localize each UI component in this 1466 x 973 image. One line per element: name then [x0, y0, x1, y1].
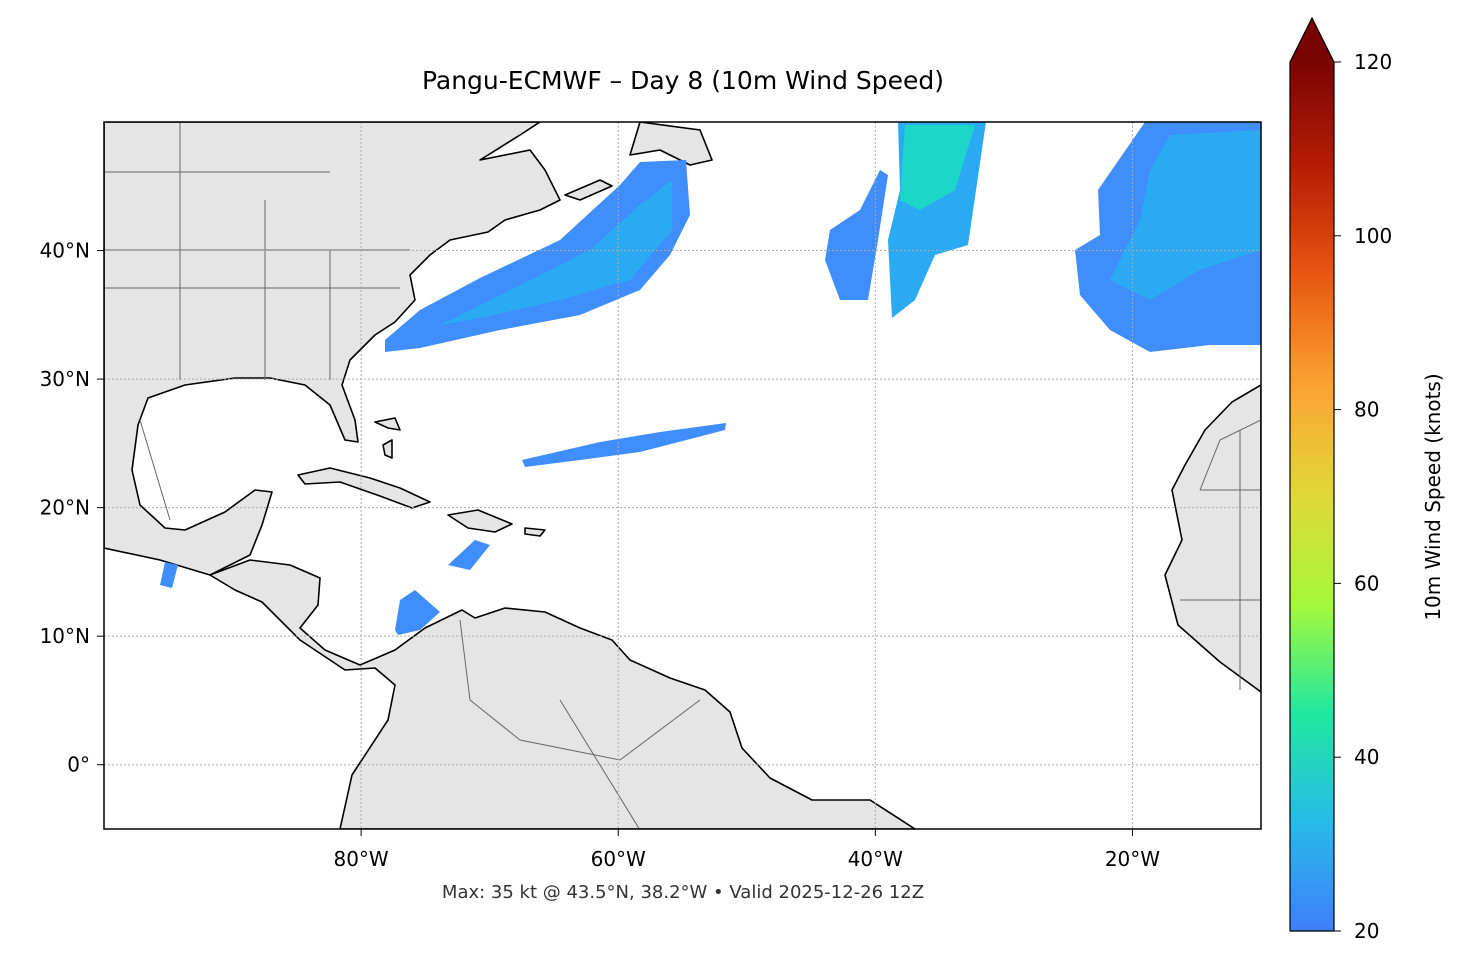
y-tick-label: 40°N — [40, 239, 90, 263]
x-tick-label: 40°W — [848, 847, 903, 871]
colorbar-tick-label: 80 — [1354, 398, 1379, 422]
wind-core — [440, 180, 672, 325]
x-tick-label: 20°W — [1105, 847, 1160, 871]
colorbar-tick-label: 100 — [1354, 224, 1392, 248]
x-tick-label: 80°W — [333, 847, 388, 871]
colorbar-tick-label: 120 — [1354, 50, 1392, 74]
y-tick-label: 10°N — [40, 624, 90, 648]
wind-core — [900, 125, 975, 210]
colorbar-tick-label: 20 — [1354, 919, 1379, 943]
wind-swath — [522, 423, 726, 467]
colorbar-tick-label: 60 — [1354, 571, 1379, 595]
y-tick-label: 30°N — [40, 367, 90, 391]
y-tick-label: 20°N — [40, 496, 90, 520]
africa — [1164, 384, 1261, 693]
north-america — [104, 122, 561, 576]
footnote: Max: 35 kt @ 43.5°N, 38.2°W • Valid 2025… — [442, 882, 924, 903]
wind-swath — [385, 160, 690, 352]
colorbar — [1290, 62, 1334, 931]
hispaniola — [447, 509, 546, 537]
map-title: Pangu-ECMWF – Day 8 (10m Wind Speed) — [422, 66, 944, 95]
colorbar-tick-label: 40 — [1354, 745, 1379, 769]
map-area — [104, 122, 1261, 829]
x-tick-label: 60°W — [591, 847, 646, 871]
cuba — [297, 467, 431, 509]
wind-core — [1110, 130, 1261, 300]
grid — [104, 122, 1261, 829]
colorbar-label: 10m Wind Speed (knots) — [1421, 373, 1445, 620]
wind-swath — [160, 540, 490, 635]
colorbar-extend — [1290, 18, 1334, 62]
maritimes — [564, 122, 713, 201]
bahamas — [374, 417, 401, 459]
wind-swath — [825, 170, 888, 300]
map-frame — [103, 121, 1262, 830]
south-america — [209, 559, 916, 829]
y-tick-label: 0° — [67, 753, 90, 777]
colorbar-frame — [1289, 16, 1335, 932]
